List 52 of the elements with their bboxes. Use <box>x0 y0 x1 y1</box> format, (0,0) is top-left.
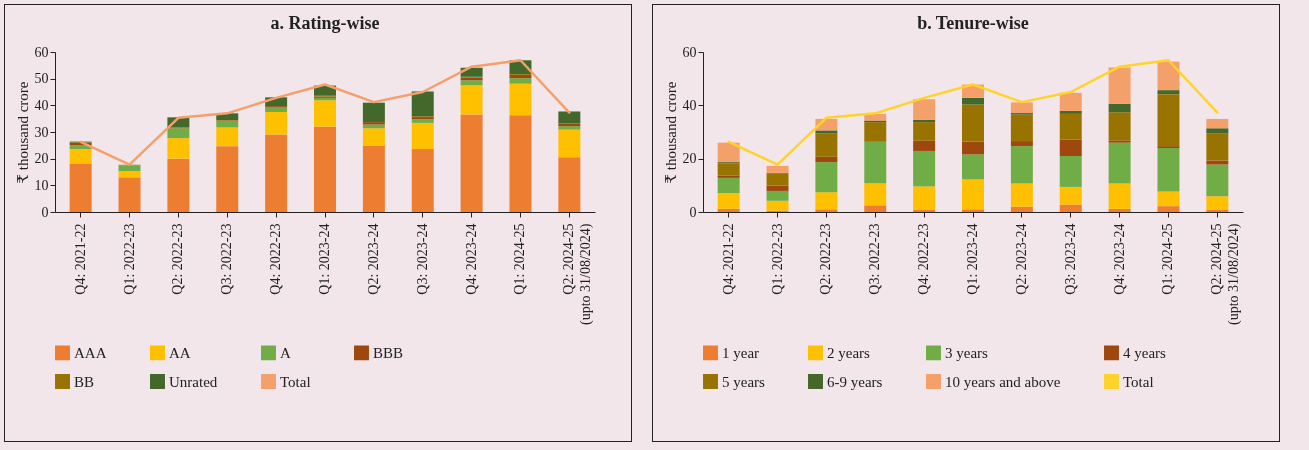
x-tick-label: Q2: 2022-23 <box>170 223 186 295</box>
chart-title: b. Tenure-wise <box>917 13 1029 33</box>
x-tick-label: Q3: 2023-24 <box>1062 223 1078 295</box>
y-tick-label: 60 <box>682 44 697 60</box>
legend-label: AAA <box>74 344 107 361</box>
x-tick-label: Q4: 2023-24 <box>1111 223 1127 295</box>
x-tick-label: Q2: 2024-25 (upto 31/08/2024) <box>1209 223 1243 325</box>
y-tick-label: 30 <box>34 124 49 140</box>
legend-label: BB <box>74 373 95 390</box>
x-tick-label: Q4: 2022-23 <box>916 223 932 295</box>
y-tick-label: 20 <box>34 151 49 167</box>
legend-label: 1 year <box>722 344 760 361</box>
legend-label: 3 years <box>945 344 989 361</box>
x-tick-label: Q2: 2023-24 <box>365 223 381 295</box>
legend-label: Total <box>280 373 311 390</box>
y-tick-label: 0 <box>41 204 49 220</box>
legend-label: Total <box>1123 373 1154 390</box>
x-tick-label: Q1: 2022-23 <box>769 223 785 295</box>
chart-title: a. Rating-wise <box>270 13 380 33</box>
x-tick-label: Q1: 2022-23 <box>121 223 137 295</box>
y-tick-label: 40 <box>34 97 49 113</box>
legend-label: 2 years <box>827 344 871 361</box>
x-tick-label: Q2: 2024-25 (upto 31/08/2024) <box>561 223 595 325</box>
x-tick-label: Q3: 2022-23 <box>867 223 883 295</box>
y-axis-title: ₹ thousand crore <box>662 81 679 184</box>
legend-label: Unrated <box>169 373 218 390</box>
y-tick-label: 60 <box>34 44 49 60</box>
y-axis-title: ₹ thousand crore <box>14 81 31 184</box>
legend-label: 6-9 years <box>827 373 883 390</box>
x-tick-label: Q3: 2023-24 <box>414 223 430 295</box>
y-tick-label: 10 <box>34 177 49 193</box>
x-tick-label: Q4: 2021-22 <box>720 223 736 295</box>
x-tick-label: Q4: 2021-22 <box>72 223 88 295</box>
x-tick-label: Q4: 2022-23 <box>268 223 284 295</box>
legend-label: BBB <box>373 344 404 361</box>
x-tick-label: Q1: 2023-24 <box>317 223 332 295</box>
legend-label: A <box>280 344 291 361</box>
x-tick-label: Q1: 2024-25 <box>512 223 528 295</box>
x-tick-label: Q4: 2023-24 <box>463 223 479 295</box>
legend-label: 4 years <box>1123 344 1167 361</box>
legend-label: 10 years and above <box>945 373 1061 390</box>
legend-label: 5 years <box>722 373 766 390</box>
x-tick-label: Q1: 2024-25 <box>1160 223 1176 295</box>
legend-label: AA <box>169 344 191 361</box>
y-tick-label: 40 <box>682 97 697 113</box>
y-tick-label: 50 <box>34 71 49 87</box>
y-tick-label: 0 <box>689 204 697 220</box>
x-tick-label: Q2: 2022-23 <box>818 223 834 295</box>
y-tick-label: 20 <box>682 151 697 167</box>
x-tick-label: Q3: 2022-23 <box>219 223 235 295</box>
x-tick-label: Q2: 2023-24 <box>1013 223 1029 295</box>
x-tick-label: Q1: 2023-24 <box>965 223 980 295</box>
